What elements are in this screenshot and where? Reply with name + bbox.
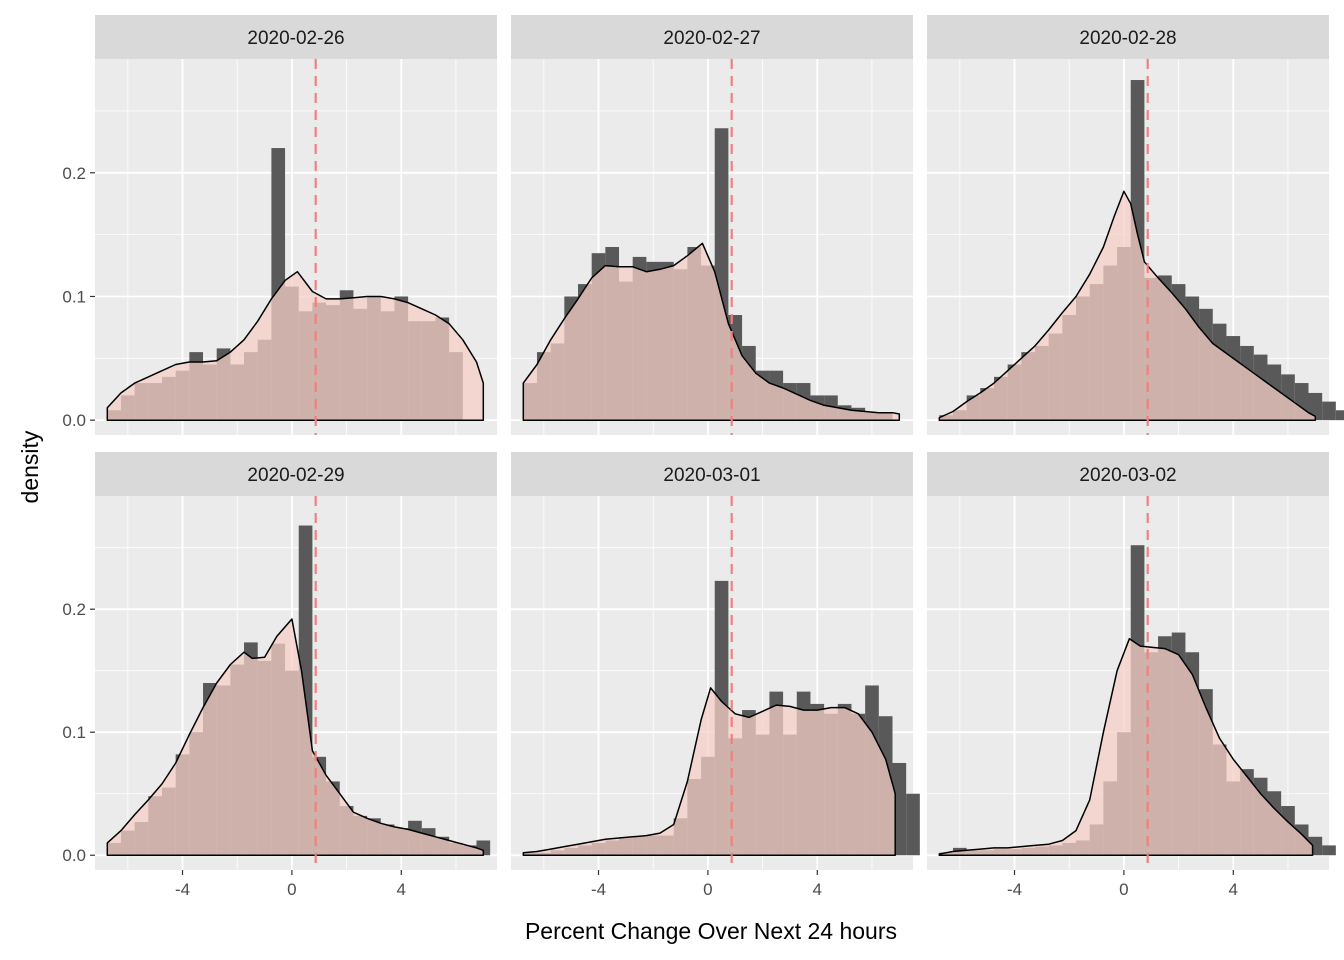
y-tick-label: 0.0 bbox=[62, 846, 86, 865]
facet-strip bbox=[511, 15, 913, 59]
facet-panel: 2020-03-01 bbox=[511, 452, 920, 870]
y-tick-label: 0.2 bbox=[62, 600, 86, 619]
histogram-bar bbox=[906, 793, 920, 856]
y-tick-label: 0.0 bbox=[62, 411, 86, 430]
x-tick-label: 0 bbox=[703, 880, 712, 899]
density-curve bbox=[106, 618, 485, 856]
histogram-bar bbox=[1322, 845, 1336, 856]
y-tick-label: 0.1 bbox=[62, 723, 86, 742]
axes-layer: 0.0 0.1 0.2 0.0 0.1 0.2 -4 0 4 -4 0 4 -4 0 4 bbox=[62, 164, 1238, 899]
facet-strip-label: 2020-03-01 bbox=[663, 465, 760, 486]
facet-strip bbox=[927, 452, 1329, 496]
x-tick-label: -4 bbox=[175, 880, 190, 899]
facet-strip-label: 2020-03-02 bbox=[1079, 465, 1176, 486]
facet-panel: 2020-02-28 bbox=[927, 15, 1344, 435]
facet-strip-label: 2020-02-28 bbox=[1079, 28, 1176, 49]
histogram-bar bbox=[1335, 410, 1344, 421]
facet-strip-label: 2020-02-29 bbox=[247, 465, 344, 486]
x-tick-label: 4 bbox=[397, 880, 406, 899]
facet-strip bbox=[927, 15, 1329, 59]
x-axis-title: Percent Change Over Next 24 hours bbox=[525, 918, 897, 944]
x-tick-label: 4 bbox=[1229, 880, 1238, 899]
density-curve bbox=[938, 637, 1314, 856]
density-curve bbox=[106, 270, 485, 421]
x-tick-label: 0 bbox=[1119, 880, 1128, 899]
facet-strip bbox=[511, 452, 913, 496]
facet-panel: 2020-02-27 bbox=[511, 15, 913, 435]
y-axis-title: density bbox=[17, 430, 43, 503]
x-tick-label: 4 bbox=[813, 880, 822, 899]
histogram-bar bbox=[1308, 392, 1323, 421]
facet-strip bbox=[95, 15, 497, 59]
x-tick-label: -4 bbox=[591, 880, 606, 899]
x-tick-label: 0 bbox=[287, 880, 296, 899]
histogram-bar bbox=[1322, 401, 1336, 421]
density-curve bbox=[522, 687, 896, 856]
y-tick-label: 0.2 bbox=[62, 164, 86, 183]
density-curve bbox=[938, 190, 1317, 421]
facet-panel: 2020-02-26 bbox=[95, 15, 497, 435]
facet-panel: 2020-03-02 bbox=[927, 452, 1336, 870]
panels-layer: 2020-02-26 2020-02-27 2020-02-28 2020-02-29… bbox=[95, 15, 1344, 870]
facet-strip-label: 2020-02-27 bbox=[663, 28, 760, 49]
facet-strip bbox=[95, 452, 497, 496]
density-curve bbox=[522, 242, 901, 421]
y-tick-label: 0.1 bbox=[62, 287, 86, 306]
x-tick-label: -4 bbox=[1007, 880, 1022, 899]
facet-panel: 2020-02-29 bbox=[95, 452, 497, 870]
facet-strip-label: 2020-02-26 bbox=[247, 28, 344, 49]
